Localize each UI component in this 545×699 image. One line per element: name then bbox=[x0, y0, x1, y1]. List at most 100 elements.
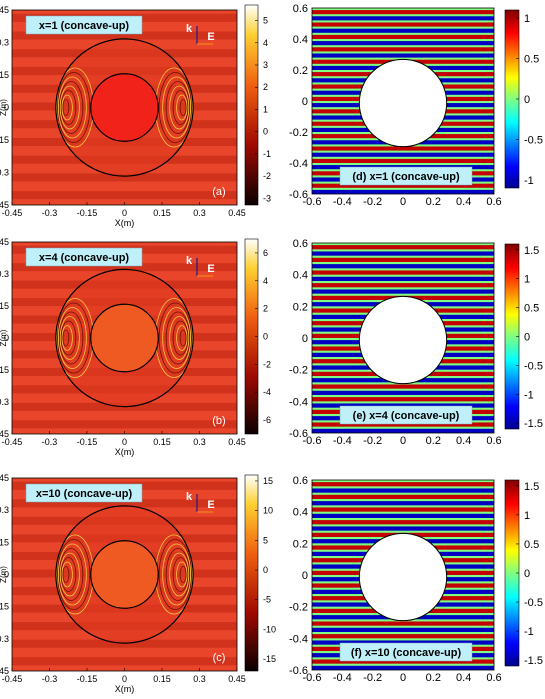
field-stripe bbox=[312, 30, 494, 34]
y-tick-label: 0.3 bbox=[0, 38, 9, 48]
colorbar-tick-label: -2 bbox=[263, 359, 271, 369]
y-tick-label: 0.45 bbox=[0, 473, 9, 483]
interference-fringe bbox=[172, 557, 189, 592]
field-band bbox=[12, 657, 237, 666]
x-tick-label: 0 bbox=[122, 674, 127, 684]
colorbar-tick-label: -1 bbox=[524, 626, 534, 638]
x-tick-label: 0.4 bbox=[456, 672, 471, 684]
y-tick-label: -0.6 bbox=[289, 189, 308, 201]
field-map bbox=[12, 10, 237, 205]
tag-background bbox=[25, 15, 143, 35]
y-tick-label: 0.15 bbox=[0, 301, 9, 311]
field-stripe bbox=[312, 45, 494, 48]
interference-fringe bbox=[61, 94, 73, 121]
field-stripe bbox=[312, 625, 494, 629]
field-band bbox=[12, 263, 237, 272]
field-stripe bbox=[312, 245, 494, 248]
field-stripe bbox=[312, 667, 494, 670]
colorbar-tick-label: -10 bbox=[263, 624, 276, 634]
x-tick-label: -0.4 bbox=[333, 435, 352, 447]
interference-fringe bbox=[169, 316, 190, 360]
field-stripe bbox=[312, 43, 494, 46]
field-stripe bbox=[312, 257, 494, 261]
interference-fringe bbox=[58, 311, 84, 365]
y-tick-label: -0.2 bbox=[289, 127, 308, 139]
field-stripe bbox=[312, 285, 494, 288]
y-tick-label: 0.4 bbox=[293, 270, 308, 282]
field-stripe bbox=[312, 509, 494, 513]
panel-tag: x=10 (concave-up) bbox=[36, 488, 133, 500]
x-tick-label: -0.3 bbox=[42, 208, 58, 218]
field-stripe bbox=[312, 32, 494, 36]
field-stripe bbox=[312, 426, 494, 430]
panel-letter: (b) bbox=[212, 415, 225, 427]
field-stripe bbox=[312, 397, 494, 400]
y-tick-label: -0.15 bbox=[0, 602, 9, 612]
x-tick-label: -0.6 bbox=[303, 196, 322, 208]
panel-tag: (d) x=1 (concave-up) bbox=[352, 171, 460, 183]
field-stripe bbox=[312, 268, 494, 272]
x-tick-label: -0.6 bbox=[303, 672, 322, 684]
x-tick-label: -0.45 bbox=[2, 674, 23, 684]
interference-fringe bbox=[158, 539, 192, 610]
x-tick-label: -0.15 bbox=[77, 437, 98, 447]
field-stripe bbox=[312, 165, 494, 168]
field-band bbox=[12, 31, 237, 40]
x-tick-label: -0.45 bbox=[2, 437, 23, 447]
field-stripe bbox=[312, 189, 494, 193]
field-stripe bbox=[312, 34, 494, 38]
field-stripe bbox=[312, 262, 494, 265]
x-tick-label: 0 bbox=[400, 435, 406, 447]
x-axis-label: X(m) bbox=[115, 218, 135, 228]
interference-fringe bbox=[169, 85, 190, 130]
x-tick-label: -0.4 bbox=[333, 196, 352, 208]
field-map bbox=[312, 480, 494, 670]
field-stripe bbox=[312, 640, 494, 644]
field-stripe bbox=[312, 160, 494, 164]
x-tick-label: -0.45 bbox=[2, 208, 23, 218]
field-stripe bbox=[312, 283, 494, 286]
x-tick-label: 0 bbox=[122, 437, 127, 447]
field-stripe bbox=[312, 399, 494, 402]
colorbar-tick-label: -1 bbox=[524, 175, 534, 187]
colorbar-tick-label: 1 bbox=[524, 13, 530, 25]
colorbar-tick-label: -1 bbox=[263, 149, 271, 159]
field-stripe bbox=[312, 496, 494, 500]
interference-fringe bbox=[60, 557, 77, 592]
field-stripe bbox=[312, 638, 494, 642]
colorbar-tick-label: 3 bbox=[263, 60, 268, 70]
interference-fringe bbox=[165, 81, 191, 134]
x-tick-label: 0.2 bbox=[426, 196, 441, 208]
colorbar-tick-label: 0.5 bbox=[524, 54, 539, 66]
interference-fringe bbox=[57, 72, 91, 143]
y-tick-label: -0.15 bbox=[0, 135, 9, 145]
interference-fringe bbox=[162, 307, 192, 369]
y-tick-label: 0.15 bbox=[0, 70, 9, 80]
field-stripe bbox=[312, 632, 494, 635]
field-stripe bbox=[312, 253, 494, 257]
x-tick-label: 0 bbox=[122, 208, 127, 218]
field-stripe bbox=[312, 287, 494, 291]
interference-fringe bbox=[59, 85, 80, 130]
field-stripe bbox=[312, 526, 494, 530]
x-tick-label: -0.3 bbox=[42, 674, 58, 684]
x-axis-label: X(m) bbox=[115, 684, 135, 694]
field-stripe bbox=[312, 270, 494, 274]
y-tick-label: -0.3 bbox=[0, 397, 9, 407]
interference-fringe bbox=[176, 561, 188, 588]
colorbar-tick-label: 0 bbox=[263, 332, 268, 342]
field-stripe bbox=[312, 154, 494, 158]
colorbar-tick-label: 5 bbox=[263, 535, 268, 545]
interference-fringe bbox=[62, 566, 70, 583]
y-tick-label: 0.4 bbox=[293, 34, 308, 46]
field-stripe bbox=[312, 424, 494, 428]
field-stripe bbox=[312, 191, 494, 194]
colorbar-tick-label: 0 bbox=[263, 127, 268, 137]
k-label: k bbox=[186, 491, 193, 503]
y-tick-label: 0.4 bbox=[293, 507, 308, 519]
colorbar-tick-label: 5 bbox=[263, 16, 268, 26]
y-tick-label: -0.45 bbox=[0, 666, 9, 676]
field-stripe bbox=[312, 272, 494, 276]
field-stripe bbox=[312, 428, 494, 432]
y-tick-label: 0.15 bbox=[0, 537, 9, 547]
